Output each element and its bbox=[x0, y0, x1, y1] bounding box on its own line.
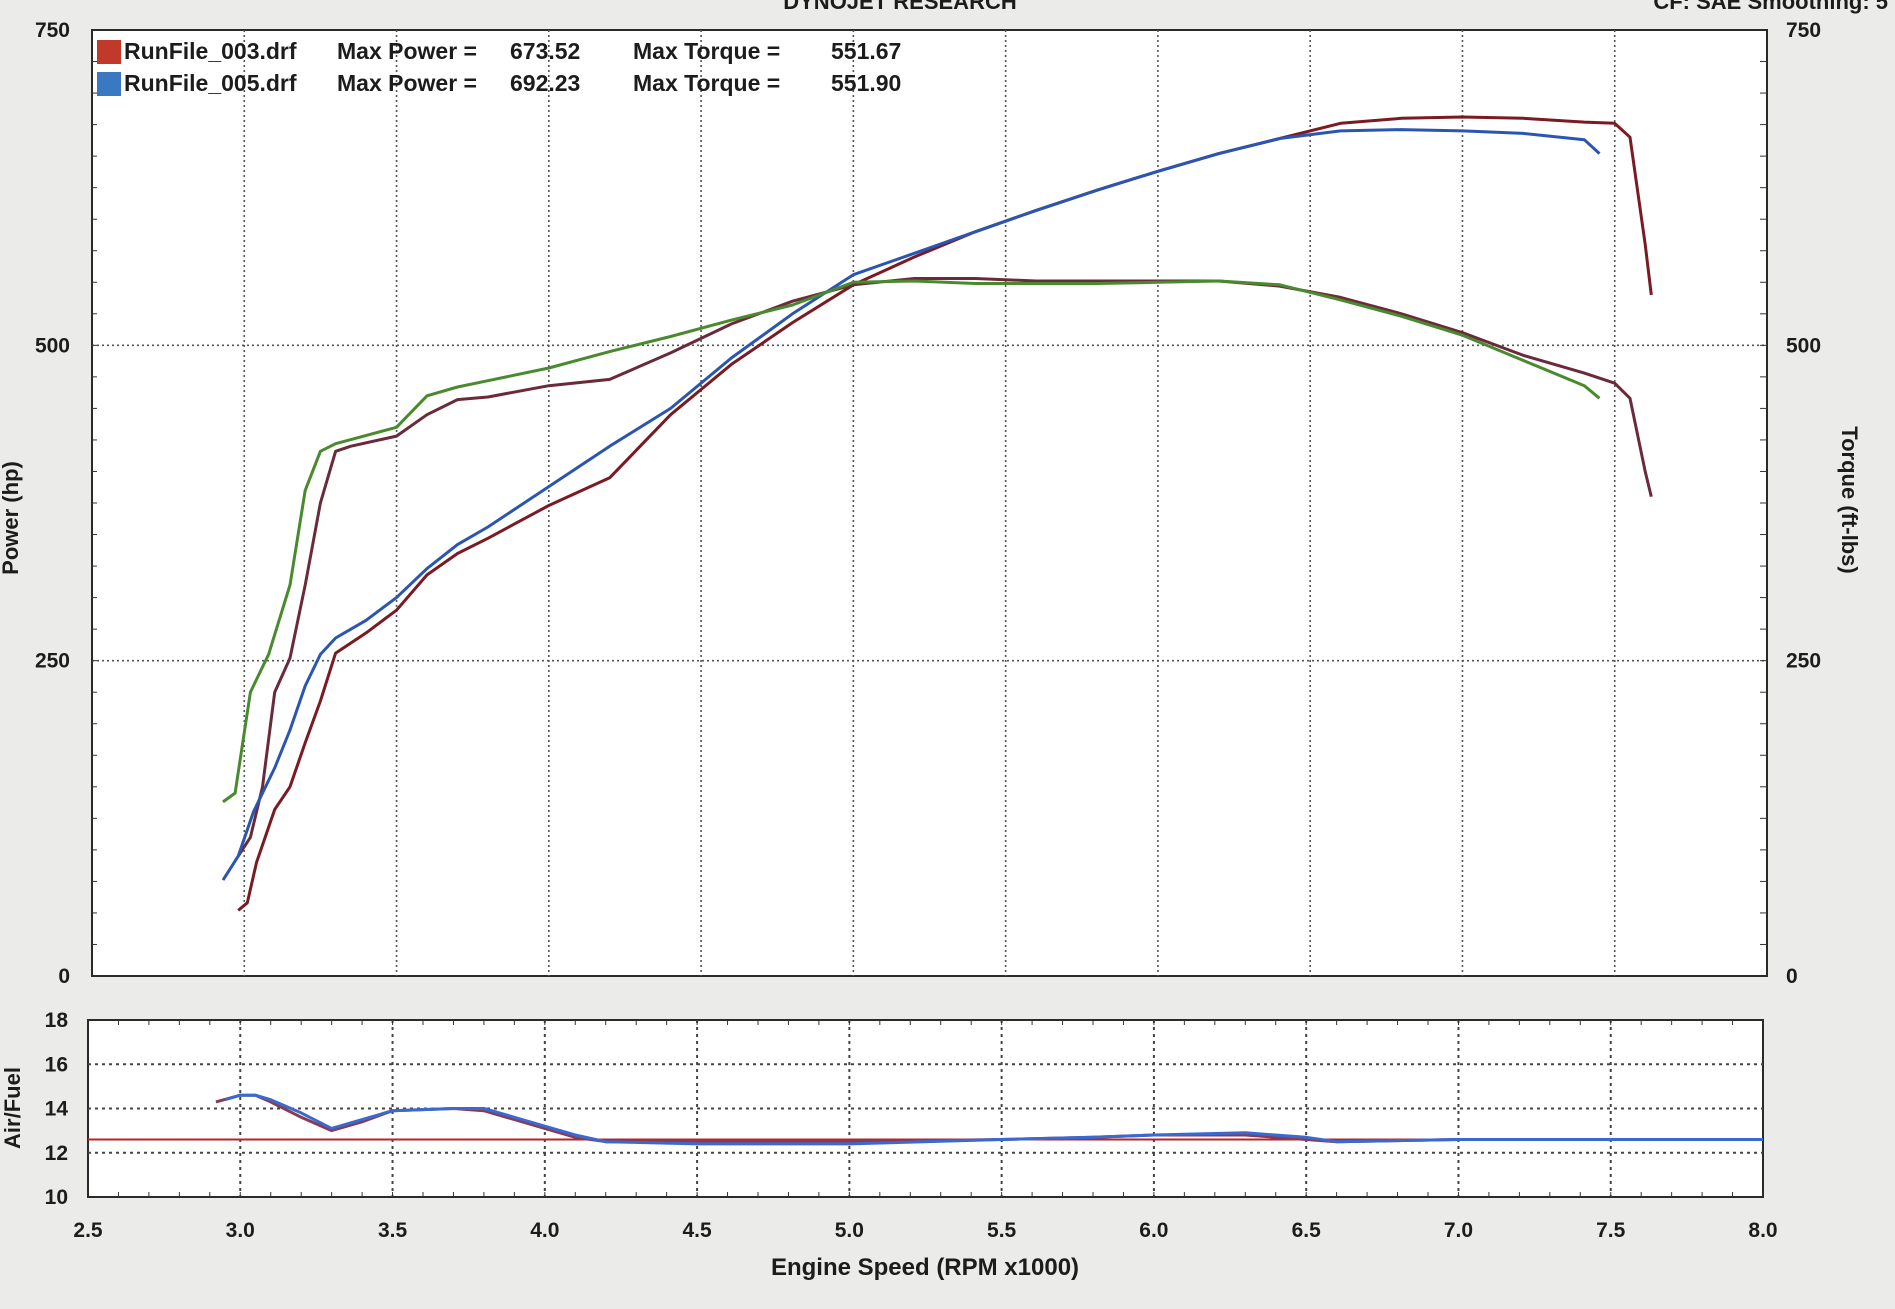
legend-power-label-runfile-003: Max Power = bbox=[337, 38, 477, 64]
y-tick-label: 0 bbox=[58, 965, 70, 988]
afr-y-tick-label: 12 bbox=[45, 1142, 68, 1165]
x-tick-label: 3.5 bbox=[378, 1219, 408, 1242]
legend: RunFile_003.drf Max Power = 673.52 Max T… bbox=[97, 38, 901, 96]
y2-tick-label: 750 bbox=[1786, 19, 1821, 42]
x-tick-label: 6.0 bbox=[1139, 1219, 1168, 1242]
y-axis-label-air-fuel: Air/Fuel bbox=[0, 1067, 25, 1149]
x-tick-label: 8.0 bbox=[1748, 1219, 1777, 1242]
main-tick-labels: 0 250 500 750 0 250 500 750 bbox=[35, 19, 1821, 988]
x-tick-label: 5.0 bbox=[835, 1219, 864, 1242]
afr-y-tick-label: 16 bbox=[45, 1053, 68, 1076]
header-title: DYNOJET RESEARCH bbox=[783, 0, 1016, 14]
main-series-runfile-003-drf-power bbox=[237, 115, 1653, 912]
x-axis-label: Engine Speed (RPM x1000) bbox=[771, 1254, 1079, 1281]
legend-file-runfile-005: RunFile_005.drf bbox=[124, 70, 297, 96]
legend-entry-runfile-005: RunFile_005.drf Max Power = 692.23 Max T… bbox=[97, 70, 901, 96]
afr-y-tick-label: 18 bbox=[45, 1009, 69, 1032]
y-axis-label-power: Power (hp) bbox=[0, 461, 23, 575]
afr-series-runfile-003-drf-afr bbox=[215, 1093, 1763, 1144]
x-tick-label: 5.5 bbox=[987, 1219, 1017, 1242]
legend-torque-label-runfile-005: Max Torque = bbox=[633, 70, 780, 96]
y2-tick-label: 250 bbox=[1786, 650, 1821, 673]
legend-torque-runfile-005: 551.90 bbox=[831, 70, 901, 96]
afr-tick-labels: 10 12 14 16 18 2.5 3.0 3.5 4.0 4.5 5.0 5.5 6.0 6.5 7.0… bbox=[45, 1009, 1778, 1242]
x-tick-label: 7.0 bbox=[1444, 1219, 1473, 1242]
main-series-runfile-005-drf-torque bbox=[222, 279, 1601, 804]
legend-power-runfile-003: 673.52 bbox=[510, 38, 580, 64]
afr-y-tick-label: 14 bbox=[45, 1098, 69, 1121]
main-series-lines bbox=[221, 115, 1653, 912]
y-tick-label: 500 bbox=[35, 334, 70, 357]
y2-tick-label: 500 bbox=[1786, 334, 1821, 357]
x-tick-label: 6.5 bbox=[1292, 1219, 1322, 1242]
legend-torque-label-runfile-003: Max Torque = bbox=[633, 38, 780, 64]
x-tick-label: 7.5 bbox=[1596, 1219, 1626, 1242]
legend-swatch-runfile-005 bbox=[97, 72, 121, 96]
header-correction-factor: CF: SAE Smoothing: 5 bbox=[1653, 0, 1888, 14]
y-tick-label: 250 bbox=[35, 650, 70, 673]
x-tick-label: 4.0 bbox=[530, 1219, 559, 1242]
legend-entry-runfile-003: RunFile_003.drf Max Power = 673.52 Max T… bbox=[97, 38, 901, 64]
x-tick-label: 4.5 bbox=[682, 1219, 712, 1242]
legend-file-runfile-003: RunFile_003.drf bbox=[124, 38, 297, 64]
legend-swatch-runfile-003 bbox=[97, 40, 121, 64]
afr-grid bbox=[88, 1020, 1764, 1197]
afr-series-runfile-005-drf-afr bbox=[224, 1093, 1763, 1146]
y2-tick-label: 0 bbox=[1786, 965, 1798, 988]
legend-torque-runfile-003: 551.67 bbox=[831, 38, 901, 64]
y2-axis-label-torque: Torque (ft-lbs) bbox=[1837, 426, 1862, 573]
legend-power-runfile-005: 692.23 bbox=[510, 70, 580, 96]
y-tick-label: 750 bbox=[35, 19, 70, 42]
x-tick-label: 3.0 bbox=[226, 1219, 255, 1242]
legend-power-label-runfile-005: Max Power = bbox=[337, 70, 477, 96]
main-series-runfile-005-drf-power bbox=[221, 128, 1601, 881]
afr-y-tick-label: 10 bbox=[45, 1186, 68, 1209]
afr-series-lines bbox=[88, 1093, 1763, 1146]
main-plot-area bbox=[91, 29, 1768, 977]
x-tick-label: 2.5 bbox=[73, 1219, 103, 1242]
main-series-runfile-003-drf-torque bbox=[236, 277, 1653, 858]
